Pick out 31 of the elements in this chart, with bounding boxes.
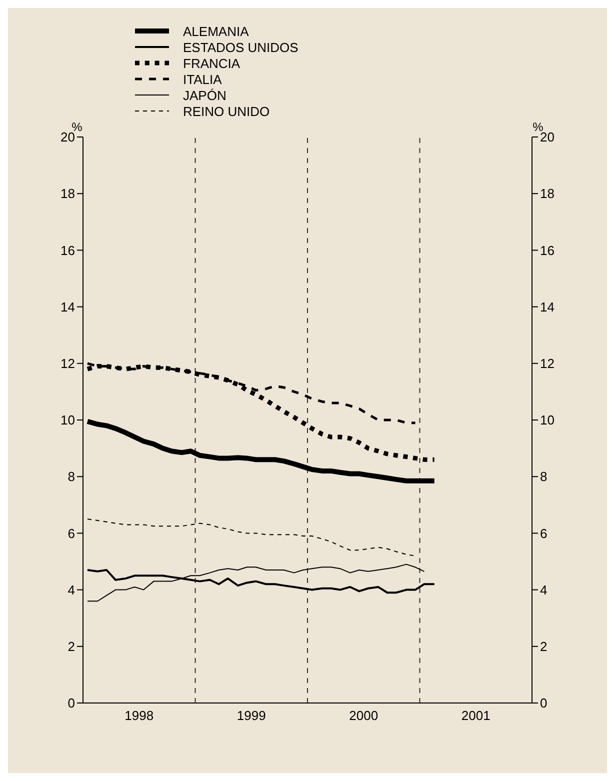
x-tick-label: 1999 bbox=[236, 708, 266, 724]
y-tick-label: 4 bbox=[68, 582, 75, 598]
y2-tick-label: 10 bbox=[540, 412, 554, 428]
legend-label: ITALIA bbox=[183, 72, 222, 86]
y2-tick-label: 0 bbox=[540, 696, 548, 711]
y2-tick-label: 4 bbox=[540, 582, 548, 598]
legend-label: ALEMANIA bbox=[183, 24, 249, 38]
y-tick-label: 6 bbox=[68, 526, 75, 541]
line-series bbox=[86, 518, 416, 556]
y-tick-label: 2 bbox=[68, 639, 75, 654]
x-tick-label: 1998 bbox=[124, 708, 154, 724]
y-tick-label: 8 bbox=[68, 469, 75, 484]
legend-label: REINO UNIDO bbox=[183, 104, 270, 118]
legend-label: FRANCIA bbox=[183, 56, 240, 70]
y2-tick-label: 18 bbox=[540, 186, 554, 202]
y-tick-label: 0 bbox=[68, 696, 75, 711]
y-tick-label: 10 bbox=[60, 412, 75, 428]
y2-tick-label: 12 bbox=[540, 356, 554, 372]
y2-tick-label: 6 bbox=[540, 526, 548, 541]
y-tick-label: 12 bbox=[60, 356, 75, 372]
y-tick-label: 18 bbox=[60, 186, 75, 202]
y2-tick-label: 8 bbox=[540, 469, 548, 484]
y2-tick-label: 2 bbox=[540, 639, 548, 654]
y-tick-label: 16 bbox=[60, 242, 75, 258]
legend-label: JAPÓN bbox=[183, 88, 226, 102]
x-tick-label: 2000 bbox=[349, 708, 378, 724]
y2-tick-label: 14 bbox=[540, 299, 554, 314]
y2-tick-label: 16 bbox=[540, 242, 554, 258]
legend-label: ESTADOS UNIDOS bbox=[183, 40, 298, 54]
x-tick-label: 2001 bbox=[461, 708, 490, 724]
y-tick-label: 14 bbox=[60, 299, 75, 314]
